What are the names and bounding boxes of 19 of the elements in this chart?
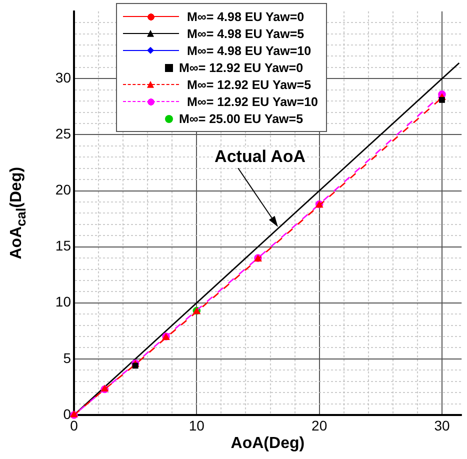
y-tick-label: 10 — [55, 294, 72, 310]
legend-label: M∞= 12.92 EU Yaw=10 — [187, 94, 318, 109]
y-tick-label: 20 — [55, 182, 72, 198]
y-tick-label: 0 — [63, 406, 72, 422]
legend-label: M∞= 12.92 EU Yaw=0 — [179, 60, 304, 75]
x-axis-title: AoA(Deg) — [230, 435, 305, 453]
legend-label: M∞= 25.00 EU Yaw=5 — [179, 112, 304, 126]
legend-label: M∞= 4.98 EU Yaw=0 — [187, 10, 304, 24]
legend-label: M∞= 4.98 EU Yaw=10 — [187, 44, 312, 58]
x-tick-label: 30 — [434, 417, 450, 434]
x-tick-label: 20 — [312, 417, 328, 434]
y-tick-label: 5 — [63, 350, 72, 366]
x-tick-label: 10 — [188, 417, 205, 434]
legend-label: M∞= 12.92 EU Yaw=5 — [187, 78, 312, 92]
legend-label: M∞= 4.98 EU Yaw=5 — [187, 26, 304, 41]
y-tick-label: 30 — [55, 70, 72, 86]
annotation: Actual AoA — [214, 146, 306, 166]
y-tick-label: 25 — [55, 126, 72, 142]
y-tick-label: 15 — [55, 238, 72, 254]
